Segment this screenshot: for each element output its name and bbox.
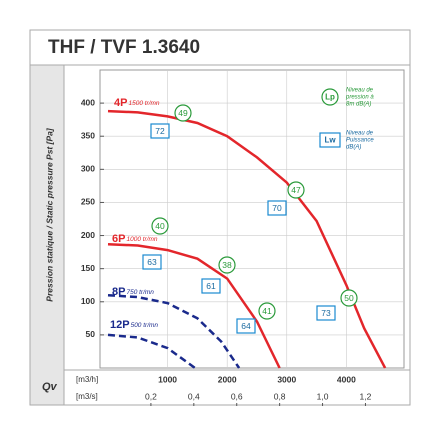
curve-speed: 1500 tr/mn (128, 100, 159, 107)
title-box (29, 29, 411, 66)
lw-box (316, 305, 336, 321)
lp-circle (151, 217, 169, 235)
curve-name: 8P (112, 286, 125, 298)
lp-value: 40 (155, 221, 165, 231)
y-tick-label: 350 (81, 130, 95, 140)
curve-name: 12P (110, 319, 130, 331)
curve (107, 293, 241, 369)
lw-value: 73 (321, 308, 331, 318)
curve (107, 242, 281, 369)
curve-speed: 500 tr/mn (131, 322, 159, 329)
plot-frame (99, 69, 405, 369)
curve-name: 6P (112, 233, 125, 245)
x2-tick-label: 1,2 (360, 391, 372, 401)
chart-title: THF / TVF 1.3640 (48, 37, 200, 58)
curve-label: 12P500 tr/mn (110, 319, 158, 331)
x2-tick-label: 0,4 (188, 391, 200, 401)
y-tick-label: 300 (81, 164, 95, 174)
lw-box (142, 254, 162, 270)
lp-circle (218, 256, 236, 274)
legend-text: Puissance (346, 138, 374, 144)
x-axis-label: Qv (42, 381, 58, 393)
curve-label: 4P1500 tr/mn (114, 97, 160, 109)
x-unit: [m3/h] (76, 375, 98, 384)
lp-value: 47 (291, 185, 301, 195)
x2-unit: [m3/s] (76, 392, 98, 401)
lp-circle (340, 289, 358, 307)
x2-tick-label: 0,8 (274, 391, 286, 401)
lw-value: 70 (272, 203, 282, 213)
lp-value: 49 (178, 108, 188, 118)
curve-name: 4P (114, 97, 127, 109)
x-tick-label: 3000 (277, 374, 296, 384)
legend-text: Niveau de (346, 131, 374, 137)
x-tick-label: 4000 (337, 374, 356, 384)
lw-box (150, 123, 170, 139)
legend-symbol-text: Lw (324, 136, 336, 145)
legend-text: pression à (345, 95, 374, 101)
curve (107, 333, 196, 370)
x2-tick-label: 0,2 (145, 391, 157, 401)
x2-tick-label: 1,0 (317, 391, 329, 401)
legend-text: Niveau de (346, 88, 374, 94)
lp-value: 38 (222, 260, 232, 270)
lw-box (201, 278, 221, 294)
ylabel-strip (29, 64, 65, 406)
lp-circle (174, 104, 192, 122)
lp-circle (258, 302, 276, 320)
x-tick-label: 2000 (218, 374, 237, 384)
legend-symbol (321, 88, 339, 106)
legend-symbol (319, 132, 341, 148)
lp-circle (287, 181, 305, 199)
y-axis-label: Pression statique / Static pressure Pst … (44, 127, 54, 302)
x2-tick-label: 0,6 (231, 391, 243, 401)
lw-value: 61 (206, 281, 216, 291)
lp-value: 41 (262, 306, 272, 316)
curve-speed: 1000 tr/mn (126, 236, 157, 243)
curve-speed: 750 tr/mn (126, 289, 154, 296)
curve-label: 6P1000 tr/mn (112, 233, 158, 245)
y-tick-label: 250 (81, 197, 95, 207)
curve-label: 8P750 tr/mn (112, 286, 154, 298)
y-tick-label: 200 (81, 230, 95, 240)
y-tick-label: 400 (81, 97, 95, 107)
x-tick-label: 1000 (158, 374, 177, 384)
legend-text: dB(A) (346, 145, 361, 151)
lw-value: 72 (155, 126, 165, 136)
lp-value: 50 (344, 293, 354, 303)
lw-value: 64 (241, 321, 251, 331)
lw-box (267, 200, 287, 216)
legend-symbol-text: Lp (325, 93, 335, 102)
y-tick-label: 100 (81, 296, 95, 306)
y-tick-label: 150 (81, 263, 95, 273)
lw-box (236, 318, 256, 334)
legend-text: 8m dB(A) (346, 102, 371, 108)
y-tick-label: 50 (86, 329, 96, 339)
lw-value: 63 (147, 257, 157, 267)
